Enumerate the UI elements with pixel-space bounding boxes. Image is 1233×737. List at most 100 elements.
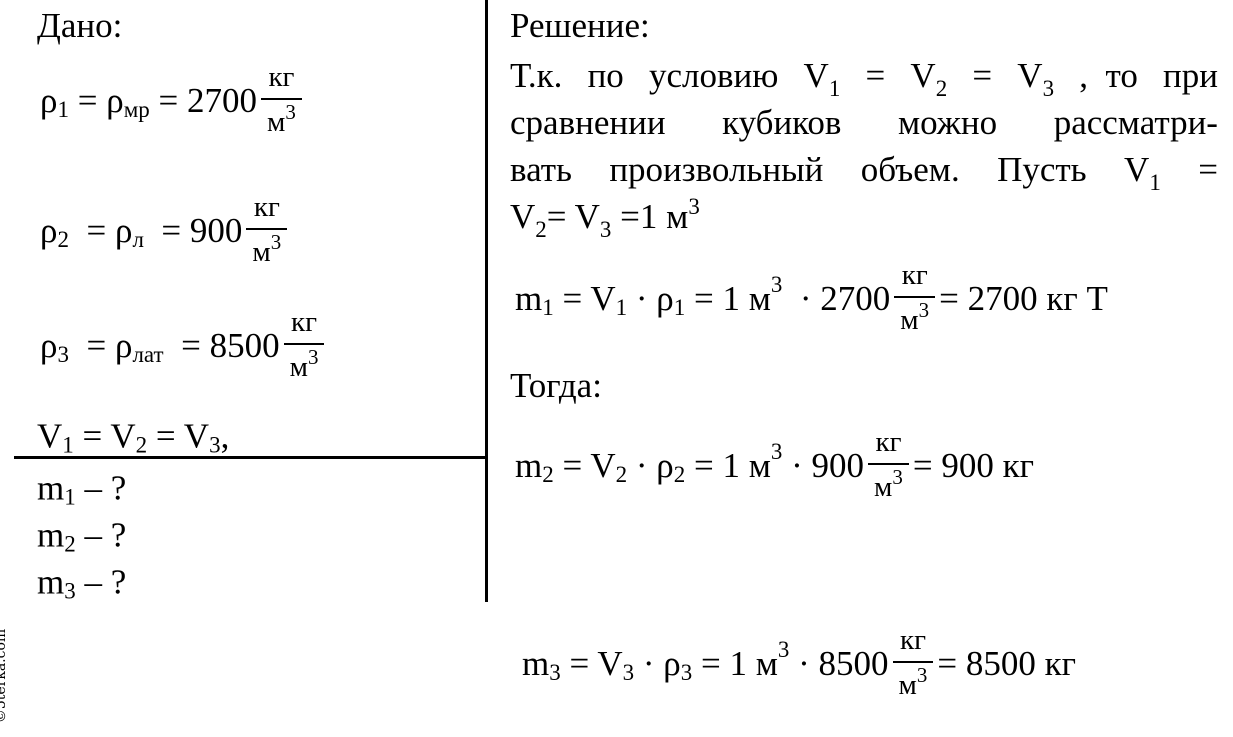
formula-text: = V xyxy=(73,416,136,456)
formula-text: V xyxy=(803,56,829,95)
formula-text: , то xyxy=(1079,56,1138,95)
subscript: 2 xyxy=(673,461,686,487)
subscript: 2 xyxy=(535,217,547,242)
formula-text: можно xyxy=(897,103,998,142)
paragraph-line: вать произвольный объем. Пусть V1 = xyxy=(510,146,1218,194)
subscript: 2 xyxy=(542,461,554,487)
fraction-numerator: кг xyxy=(291,306,318,338)
formula-text: ρ xyxy=(40,325,58,365)
formula-text: = xyxy=(1198,150,1218,189)
denominator-unit: м xyxy=(267,106,286,138)
formula-text: условию xyxy=(648,56,779,95)
formula-text: = V xyxy=(546,197,600,236)
formula-text: кубиков xyxy=(722,103,842,142)
paragraph-line: V2 = V3 =1 м3 xyxy=(510,193,1218,241)
subscript: 3 xyxy=(209,432,221,458)
formula-text: V xyxy=(910,56,936,95)
formula-text: m xyxy=(37,515,65,555)
fraction-bar xyxy=(892,661,934,663)
subscript: 2 xyxy=(64,531,76,557)
formula-text: V xyxy=(1124,150,1150,189)
formula-text: · 8500 xyxy=(789,643,889,683)
formula-text: = ρ xyxy=(68,210,133,250)
formula-text: = 900 xyxy=(143,210,243,250)
formula-text: Т.к. xyxy=(510,56,563,95)
fraction-denominator: м3 xyxy=(246,230,287,267)
fraction-numerator: кг xyxy=(253,191,280,223)
fraction-denominator: м3 xyxy=(261,100,302,137)
formula-text: m xyxy=(37,562,65,602)
formula-text: = 8500 кг xyxy=(937,643,1077,683)
fraction-numerator: кг xyxy=(268,61,295,93)
formula-text: = xyxy=(972,56,993,95)
formula-text: = ρ xyxy=(68,80,124,120)
given-title: Дано: xyxy=(37,6,123,45)
fraction: кг м3 xyxy=(868,428,909,502)
subscript: 1 xyxy=(62,432,74,458)
superscript: 3 xyxy=(770,271,783,297)
formula-text: m xyxy=(37,468,65,508)
subscript: 3 xyxy=(57,341,69,367)
formula-group: V1 xyxy=(1124,150,1161,194)
formula-text: = 1 м xyxy=(685,278,771,318)
subscript: л xyxy=(132,226,144,252)
formula-text: = V xyxy=(560,643,623,683)
formula-text: m xyxy=(515,278,543,318)
formula-group: V2 xyxy=(910,56,947,100)
fraction-denominator: м3 xyxy=(894,298,935,335)
denominator-exponent: 3 xyxy=(270,230,282,254)
formula-text: · ρ xyxy=(627,445,674,485)
subscript: 3 xyxy=(64,578,76,604)
formula-group: = V3 xyxy=(546,197,612,241)
formula-group: V3 xyxy=(1017,56,1054,100)
denominator-unit: м xyxy=(898,669,917,701)
denominator-unit: м xyxy=(874,471,893,503)
formula-text: V xyxy=(510,197,536,236)
formula-text: =1 м xyxy=(611,197,689,236)
fraction-bar xyxy=(261,98,302,100)
fraction-bar xyxy=(868,463,909,465)
subscript: 3 xyxy=(549,659,561,685)
fraction: кг м3 xyxy=(894,259,936,335)
formula-text: V xyxy=(1017,56,1043,95)
formula-text: ρ xyxy=(40,210,58,250)
formula-text: рассматри- xyxy=(1053,103,1218,142)
fraction-numerator: кг xyxy=(875,426,902,458)
formula-text: = 8500 xyxy=(163,325,280,365)
formula-text: – ? xyxy=(75,468,127,508)
formula-group: =1 м3 xyxy=(611,195,700,236)
formula-text: – ? xyxy=(75,515,127,555)
subscript: 2 xyxy=(135,432,148,458)
denominator-unit: м xyxy=(289,351,308,383)
formula-text: · 2700 xyxy=(782,278,891,318)
given-divider xyxy=(14,456,487,459)
formula-text: по xyxy=(587,56,624,95)
formula-text: вать xyxy=(510,150,572,189)
formula-text: ρ xyxy=(40,80,58,120)
fraction-numerator: кг xyxy=(901,259,928,291)
subscript: 1 xyxy=(615,294,628,320)
superscript: 3 xyxy=(770,438,783,464)
formula-text: m xyxy=(522,643,550,683)
formula-text: = V xyxy=(147,416,210,456)
subscript: 3 xyxy=(599,217,612,242)
denominator-unit: м xyxy=(900,304,919,336)
formula-group: V2 xyxy=(510,197,547,241)
subscript: 3 xyxy=(1042,76,1055,101)
denominator-exponent: 3 xyxy=(918,298,930,322)
formula-text: объем. xyxy=(860,150,960,189)
paragraph-line: Т.к. по условию V1 = V2 = V3, то при xyxy=(510,52,1218,100)
formula-text: = 2700 кг Т xyxy=(939,278,1108,318)
formula-text: = 1 м xyxy=(685,445,771,485)
fraction-bar xyxy=(283,343,325,345)
fraction: кг м3 xyxy=(892,626,934,701)
